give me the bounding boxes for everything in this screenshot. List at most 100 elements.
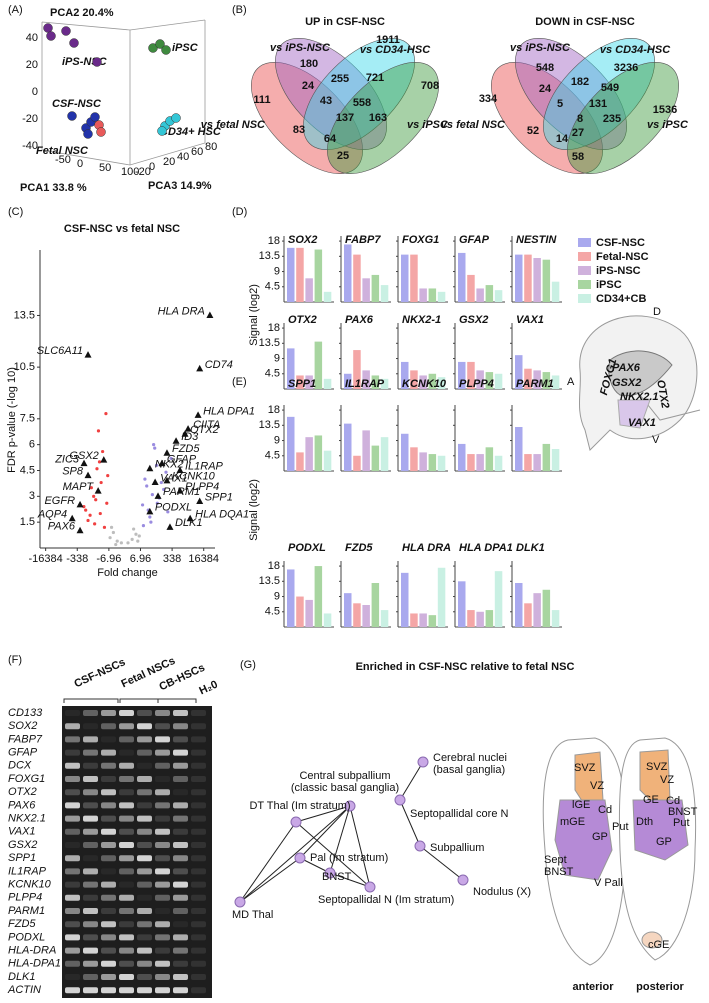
gene-label: PARM1 [8,905,45,917]
gel-band [137,894,152,901]
group-label: CSF-NSC [52,98,102,110]
gel-band [191,987,206,994]
pca-point [69,38,79,48]
region-label: Put [612,821,629,833]
data-point [89,486,93,490]
venn-set [515,38,627,150]
data-point [106,474,110,478]
section-caption: anterior [573,981,615,993]
tick-label: -50 [55,154,71,166]
gene-label: ZIC3 [54,454,80,466]
tick-label: 20 [26,59,38,71]
gel-band [83,881,98,888]
gene-label: IL1RAP [8,865,47,877]
brain-label: A [567,376,575,388]
brain-label: V [652,434,660,446]
venn-count: 163 [369,112,387,124]
region-label: Cd [598,804,612,816]
gel-band [173,789,188,796]
gene-label: FZD5 [8,918,36,930]
y-tick-label: 18 [268,560,280,572]
brain-label: NKX2.1 [620,391,659,403]
pca-point [157,126,167,136]
bar [323,291,332,302]
gel-band [137,881,152,888]
gene-marker [176,487,184,494]
group-label: CD34+ HSC [160,126,222,138]
gene-marker [94,487,102,494]
data-point [169,456,173,461]
tick-label: 50 [99,162,111,174]
gel-band [173,802,188,809]
data-point [115,539,119,543]
gel-band [191,974,206,980]
bar [344,244,352,302]
group-bracket [63,698,119,703]
chart-title: CSF-NSC vs fetal NSC [64,223,180,235]
tick-label: 20 [163,156,175,168]
gel-band [173,908,188,914]
gel-band [155,947,170,954]
legend-label: Fetal-NSC [596,251,649,263]
bar [401,572,409,627]
gene-title: PODXL [288,542,326,554]
bar [542,259,551,302]
gene-label: FABP7 [8,733,43,745]
group-label: Fetal NSC [36,145,89,157]
network-edge [299,857,331,874]
bar [467,274,475,302]
bar [419,613,427,627]
gene-marker [163,476,171,484]
node-label: Pal (Im stratum) [310,852,388,864]
data-point [108,536,112,540]
gel-band [83,960,98,967]
venn-count: 111 [253,94,270,106]
venn-count: 334 [479,93,498,105]
data-point [132,527,136,531]
gel-band [119,723,134,730]
venn-set [303,38,415,150]
gel-band [173,855,188,862]
bar [380,285,389,302]
gene-title: GFAP [459,234,490,246]
gel-band [173,762,188,769]
venn-count: 24 [302,80,315,92]
data-point [86,518,90,523]
region-label: mGE [560,816,585,828]
gene-label: HLA DQA1 [195,509,249,521]
bar [476,454,484,471]
network-node [344,800,356,812]
bar [494,373,503,389]
tick-label: 0 [149,161,155,173]
group-bracket [157,698,197,703]
tick-label: -20 [22,113,38,125]
gene-label: NKX2 [155,459,184,471]
brain-label: PAX6 [612,362,641,374]
venn-count: 14 [556,133,569,145]
region-label: GP [592,831,608,843]
y-tick-label: 9 [274,352,280,364]
bar [551,281,560,302]
gel-band [101,894,116,901]
axis-label: PCA3 14.9% [148,180,212,192]
gel-band [155,802,170,809]
venn-set-label: vs fetal NSC [441,119,506,131]
gel-band [155,868,170,875]
gene-label: CD133 [8,707,43,719]
data-point [166,510,170,514]
venn-count: 58 [572,151,584,163]
gene-title: SOX2 [288,234,317,246]
bar [323,450,332,471]
bar [410,254,418,302]
venn-count: 52 [527,125,539,137]
gel-band [173,947,188,954]
gel-band [83,908,98,914]
gel-band [119,894,134,901]
panel-label: (G) [240,659,256,671]
pca-point [92,57,102,67]
bar [458,581,466,627]
gel-band [101,736,116,743]
gel-band [155,908,170,914]
gel-band [101,987,116,994]
data-point [148,515,152,519]
